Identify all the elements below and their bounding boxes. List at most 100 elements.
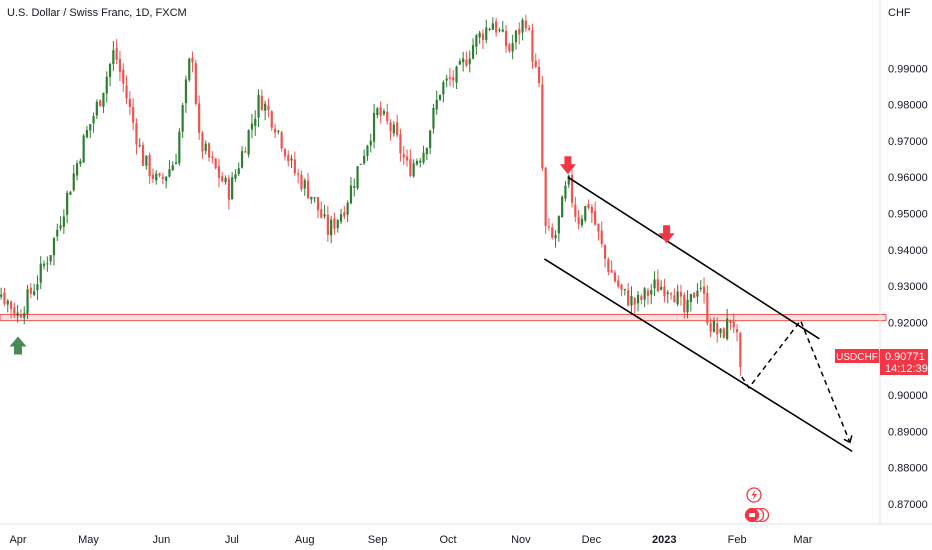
candle-up (686, 299, 689, 313)
candle-down (528, 27, 531, 30)
candle-up (231, 177, 234, 200)
support-zone (0, 313, 887, 322)
sell-arrow-icon (559, 156, 576, 175)
candle-up (339, 214, 343, 222)
candle-down (448, 77, 452, 79)
candle-up (412, 163, 415, 177)
candle-up (726, 318, 729, 340)
candle-up (108, 63, 112, 78)
symbol-tag-label: USDCHF (836, 352, 878, 363)
candle-up (250, 123, 254, 130)
candle-up (56, 229, 59, 237)
candle-down (613, 272, 617, 282)
candle-up (85, 130, 89, 138)
candle-down (300, 174, 303, 190)
candle-up (712, 320, 716, 332)
candle-down (495, 21, 498, 33)
candle-down (151, 174, 155, 180)
candle-down (198, 103, 201, 133)
candle-up (584, 206, 587, 221)
time-tick-label: Jun (152, 534, 170, 546)
candle-up (557, 215, 560, 234)
candle-down (518, 28, 521, 35)
candle-down (260, 95, 263, 111)
candle-down (610, 270, 613, 273)
symbol-tag-bg (835, 349, 879, 363)
time-tick-label: Apr (9, 534, 26, 546)
candle-up (356, 166, 359, 189)
candle-down (343, 212, 346, 217)
candle-up (471, 45, 475, 59)
candle-up (112, 50, 115, 64)
candle-up (310, 196, 313, 200)
candle-down (663, 286, 666, 297)
candle-down (326, 214, 329, 235)
price-tick-label: 0.98000 (888, 100, 928, 112)
candle-up (425, 148, 428, 155)
price-axis[interactable]: 0.99000 0.98000 0.97000 0.96000 0.95000 0.940… (888, 63, 928, 511)
candle-down (280, 132, 283, 149)
candle-up (42, 263, 46, 266)
candle-up (204, 143, 207, 152)
candle-up (346, 202, 349, 215)
candle-down (135, 123, 138, 145)
candle-down (600, 230, 603, 244)
candle-down (693, 293, 696, 298)
support-zone-layer (0, 313, 887, 322)
candle-up (435, 99, 438, 110)
candle-down (402, 154, 405, 158)
candle-down (683, 294, 686, 313)
candle-up (247, 130, 250, 155)
candle-up (696, 290, 699, 297)
candle-up (188, 58, 191, 80)
time-tick-label: Nov (511, 534, 531, 546)
candle-up (650, 290, 653, 295)
candle-down (118, 58, 122, 72)
candle-down (544, 167, 547, 226)
candle-down (640, 296, 643, 301)
candle-down (597, 223, 600, 232)
channel-lower-line (543, 258, 853, 453)
candle-down (504, 31, 508, 47)
candle-up (59, 225, 62, 229)
candle-down (541, 84, 544, 169)
candle-down (735, 329, 739, 333)
candle-up (666, 292, 669, 295)
candle-down (141, 144, 145, 166)
candle-up (554, 235, 557, 239)
candle-up (240, 151, 244, 168)
candle-down (399, 134, 402, 154)
candle-down (590, 206, 593, 214)
candle-up (485, 27, 488, 40)
candle-up (442, 82, 445, 95)
candle-up (23, 313, 26, 318)
price-tick-label: 0.93000 (888, 281, 928, 293)
candle-up (458, 61, 461, 65)
candle-down (125, 85, 128, 99)
coins-icon[interactable] (744, 507, 770, 523)
candle-up (623, 289, 626, 291)
candle-down (534, 60, 537, 67)
candle-down (9, 301, 13, 309)
candle-down (574, 204, 577, 217)
time-axis[interactable]: Apr May Jun Jul Aug Sep Oct Nov Dec 2023 Feb Mar (9, 534, 812, 546)
lightning-icon[interactable] (746, 487, 762, 503)
candle-down (587, 204, 590, 208)
candle-down (739, 332, 742, 368)
price-tick-label: 0.99000 (888, 63, 928, 75)
candle-down (508, 44, 511, 52)
candle-down (386, 111, 389, 122)
candle-up (75, 163, 79, 176)
candle-up (429, 130, 432, 149)
candle-up (303, 180, 306, 189)
candle-up (699, 287, 702, 290)
candle-up (313, 197, 316, 199)
candle-up (445, 78, 448, 81)
candle-down (656, 279, 659, 292)
candle-down (194, 63, 197, 104)
last-price-label: 0.90771 (885, 351, 925, 363)
price-tick-label: 0.88000 (888, 463, 928, 475)
candle-up (145, 155, 148, 166)
candle-up (511, 42, 514, 52)
